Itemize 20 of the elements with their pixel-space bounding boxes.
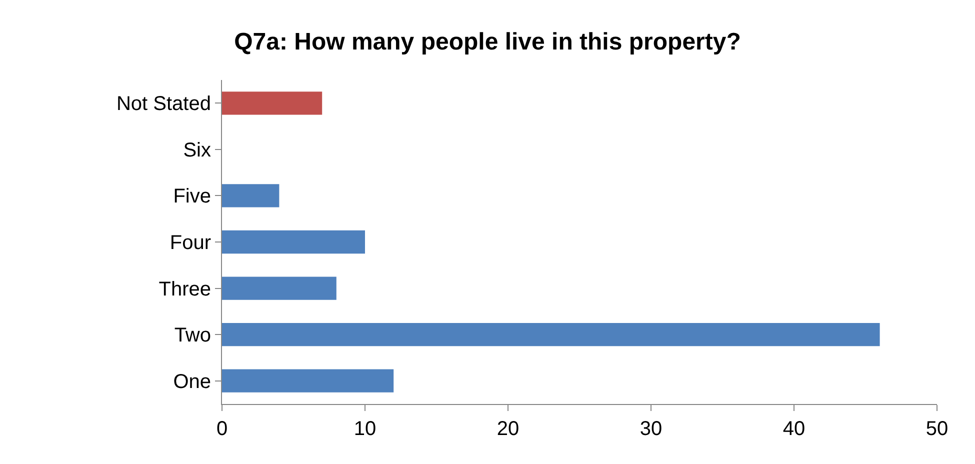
x-tick-label: 0 <box>216 418 228 440</box>
bar <box>222 323 880 346</box>
y-tick-label: Six <box>183 139 211 162</box>
bar <box>222 184 280 208</box>
y-tick-label: Four <box>170 232 212 254</box>
x-tick-label: 10 <box>354 418 376 440</box>
chart-title: Q7a: How many people live in this property? <box>234 28 741 56</box>
bar <box>222 276 336 300</box>
x-tick-label: 20 <box>496 418 520 440</box>
y-tick-label: Not Stated <box>116 93 211 116</box>
bar <box>222 230 365 254</box>
y-tick-label: One <box>173 370 211 393</box>
bar <box>222 369 394 392</box>
x-tick-label: 40 <box>782 418 806 440</box>
y-tick-label: Five <box>173 186 211 208</box>
y-tick-label: Three <box>158 278 211 300</box>
bar <box>222 92 322 115</box>
x-tick-label: 50 <box>926 418 948 440</box>
x-tick-label: 30 <box>640 418 662 440</box>
y-tick-label: Two <box>174 324 211 347</box>
